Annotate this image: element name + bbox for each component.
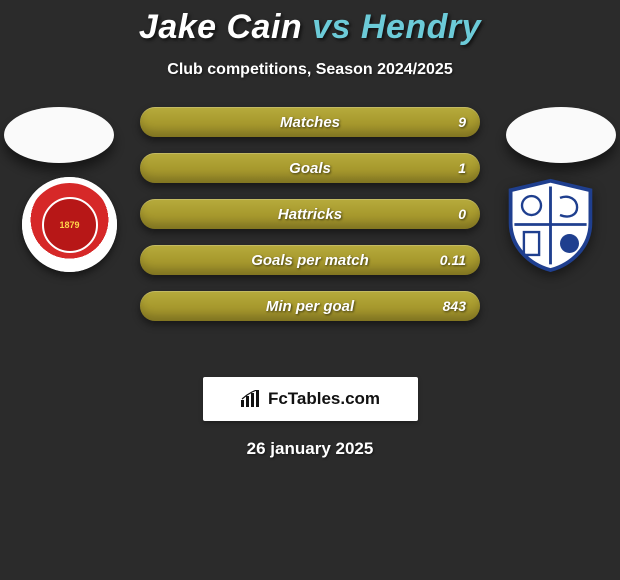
stat-right-value: 0.11 bbox=[440, 252, 466, 268]
player1-avatar bbox=[4, 107, 114, 163]
shield-icon bbox=[503, 177, 598, 272]
brand-text: FcTables.com bbox=[268, 389, 380, 409]
player2-club-crest bbox=[503, 177, 598, 272]
player1-club-crest: 1879 bbox=[22, 177, 117, 272]
crest-badge: 1879 bbox=[22, 177, 117, 272]
stat-label: Min per goal bbox=[266, 298, 354, 315]
subtitle: Club competitions, Season 2024/2025 bbox=[0, 61, 620, 79]
stat-label: Matches bbox=[280, 114, 340, 131]
vs-text: vs bbox=[312, 8, 351, 46]
stat-label: Goals per match bbox=[251, 252, 369, 269]
comparison-title: Jake Cain vs Hendry bbox=[0, 0, 620, 47]
stat-right-value: 9 bbox=[458, 114, 466, 130]
stat-bars: Matches 9 Goals 1 Hattricks 0 Goals per … bbox=[140, 107, 480, 337]
stat-row: Hattricks 0 bbox=[140, 199, 480, 229]
stat-right-value: 0 bbox=[458, 206, 466, 222]
crest-inner-text: 1879 bbox=[42, 197, 98, 253]
bar-chart-icon bbox=[240, 390, 262, 408]
stat-row: Min per goal 843 bbox=[140, 291, 480, 321]
player2-avatar bbox=[506, 107, 616, 163]
player2-name: Hendry bbox=[361, 8, 481, 46]
date-text: 26 january 2025 bbox=[0, 439, 620, 459]
player1-name: Jake Cain bbox=[139, 8, 302, 46]
brand-box: FcTables.com bbox=[203, 377, 418, 421]
stat-right-value: 843 bbox=[443, 298, 466, 314]
stat-label: Goals bbox=[289, 160, 331, 177]
comparison-stage: 1879 Matches 9 Goals 1 Hattricks 0 bbox=[0, 107, 620, 367]
stat-row: Matches 9 bbox=[140, 107, 480, 137]
stat-right-value: 1 bbox=[458, 160, 466, 176]
stat-row: Goals per match 0.11 bbox=[140, 245, 480, 275]
stat-label: Hattricks bbox=[278, 206, 342, 223]
stat-row: Goals 1 bbox=[140, 153, 480, 183]
